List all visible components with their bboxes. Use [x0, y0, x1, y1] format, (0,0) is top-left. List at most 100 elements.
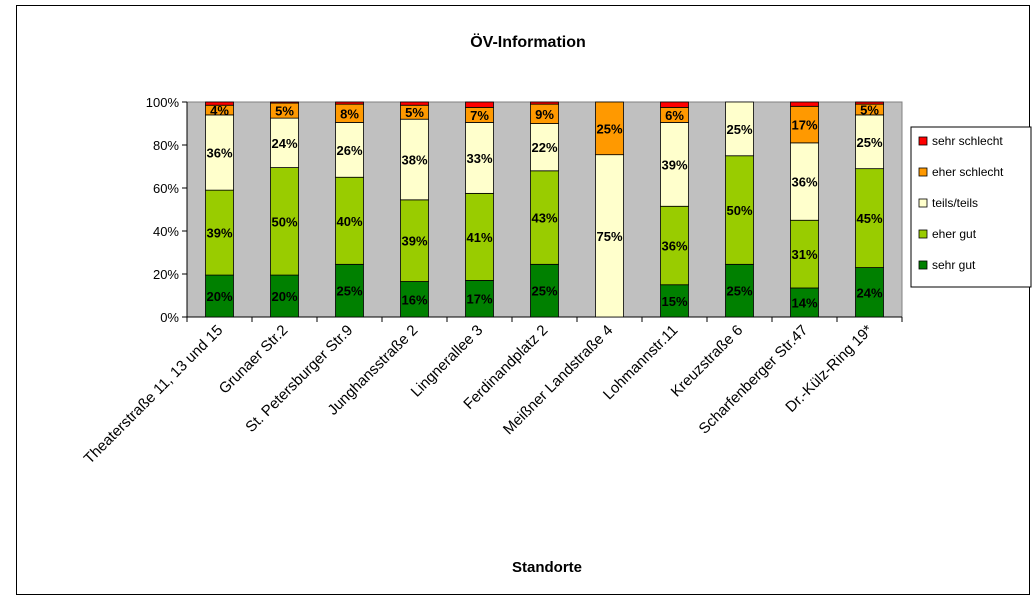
bar-segment — [270, 101, 299, 104]
data-label: 39% — [661, 157, 687, 172]
bar-segment — [205, 189, 234, 276]
data-label: 40% — [336, 214, 362, 229]
legend: sehr schlecht eher schlecht teils/teils ehe… — [910, 126, 1032, 288]
bar-segment — [270, 167, 299, 276]
data-label: 24% — [271, 136, 297, 151]
bar-segment — [335, 122, 364, 178]
bar-segment — [660, 205, 689, 286]
data-label: 45% — [856, 211, 882, 226]
data-label: 75% — [596, 229, 622, 244]
data-label: 25% — [336, 284, 362, 299]
data-label: 25% — [726, 284, 752, 299]
legend-box — [910, 126, 1032, 288]
bar-segment — [595, 101, 624, 156]
x-tick-label: Meißner Landstraße 4 — [500, 322, 616, 438]
data-label: 24% — [856, 285, 882, 300]
legend-label: eher schlecht — [932, 165, 1004, 179]
data-label: 31% — [791, 247, 817, 262]
legend-label: sehr gut — [932, 258, 976, 272]
data-label: 36% — [661, 239, 687, 254]
data-label: 20% — [271, 289, 297, 304]
data-label: 39% — [401, 234, 427, 249]
bar-segment — [790, 219, 819, 289]
bar-segment — [530, 263, 559, 318]
data-label: 7% — [470, 108, 489, 123]
bar-segment — [855, 114, 884, 170]
y-tick-label: 40% — [153, 224, 179, 239]
bar-segment — [465, 101, 494, 108]
data-label: 4% — [210, 103, 229, 118]
bar-segment — [400, 199, 429, 282]
bar-segment — [465, 122, 494, 194]
data-label: 5% — [405, 105, 424, 120]
bar-segment — [530, 170, 559, 265]
data-label: 20% — [206, 289, 232, 304]
bar-segment — [790, 287, 819, 318]
bar-segment — [335, 263, 364, 318]
legend-label: teils/teils — [932, 196, 978, 210]
data-label: 50% — [726, 203, 752, 218]
bar-segment — [790, 101, 819, 107]
data-label: 36% — [791, 175, 817, 190]
data-label: 8% — [340, 106, 359, 121]
data-label: 9% — [535, 107, 554, 122]
bar-segment — [205, 101, 234, 106]
bar-segment — [855, 101, 884, 105]
y-tick-label: 80% — [153, 138, 179, 153]
data-label: 26% — [336, 143, 362, 158]
data-label: 5% — [860, 103, 879, 118]
data-label: 43% — [531, 211, 557, 226]
data-label: 33% — [466, 151, 492, 166]
data-label: 6% — [665, 108, 684, 123]
bar-segment — [400, 118, 429, 201]
plot-area: 0% 20% 40% 60% 80% 100% 20% 39% 36% 4% Theaterstra… — [81, 95, 903, 468]
bar-segment — [725, 155, 754, 265]
data-label: 5% — [275, 104, 294, 119]
legend-label: sehr schlecht — [932, 134, 1003, 148]
y-tick-label: 60% — [153, 181, 179, 196]
data-label: 17% — [791, 118, 817, 133]
bar-segment — [465, 192, 494, 281]
data-label: 25% — [596, 121, 622, 136]
bar-segment — [855, 267, 884, 318]
x-tick-label: Scharfenberger Str.47 — [696, 322, 812, 438]
bar-segment — [335, 176, 364, 265]
x-tick-label: Theaterstraße 11, 13 und 15 — [81, 322, 227, 468]
x-axis-title: Standorte — [512, 559, 582, 576]
bar-segment — [530, 101, 559, 105]
legend-swatch — [918, 136, 928, 146]
data-label: 25% — [856, 135, 882, 150]
legend-swatch — [918, 167, 928, 177]
bar-segment — [855, 168, 884, 268]
data-label: 39% — [206, 226, 232, 241]
bar-segment — [790, 142, 819, 221]
legend-swatch — [918, 260, 928, 270]
data-label: 16% — [401, 292, 427, 307]
x-tick-label: St. Petersburger Str.9 — [242, 322, 356, 436]
bar-segment — [660, 101, 689, 108]
y-tick-label: 0% — [160, 310, 179, 325]
data-label: 17% — [466, 292, 492, 307]
legend-label: eher gut — [932, 227, 977, 241]
data-label: 41% — [466, 230, 492, 245]
data-label: 36% — [206, 146, 232, 161]
bar-segment — [400, 101, 429, 106]
bar-segment — [205, 114, 234, 191]
y-tick-label: 100% — [146, 95, 180, 110]
chart-title: ÖV-Information — [470, 32, 586, 51]
bar-segment — [530, 123, 559, 172]
bar-segment — [335, 101, 364, 105]
bar-segment — [400, 281, 429, 318]
data-label: 15% — [661, 294, 687, 309]
data-label: 14% — [791, 295, 817, 310]
y-tick-label: 20% — [153, 267, 179, 282]
data-label: 25% — [726, 122, 752, 137]
bar-segment — [270, 274, 299, 318]
data-label: 25% — [531, 284, 557, 299]
data-label: 22% — [531, 140, 557, 155]
data-label: 50% — [271, 214, 297, 229]
bar-segment — [725, 101, 754, 157]
legend-swatch — [918, 229, 928, 239]
legend-swatch — [918, 198, 928, 208]
